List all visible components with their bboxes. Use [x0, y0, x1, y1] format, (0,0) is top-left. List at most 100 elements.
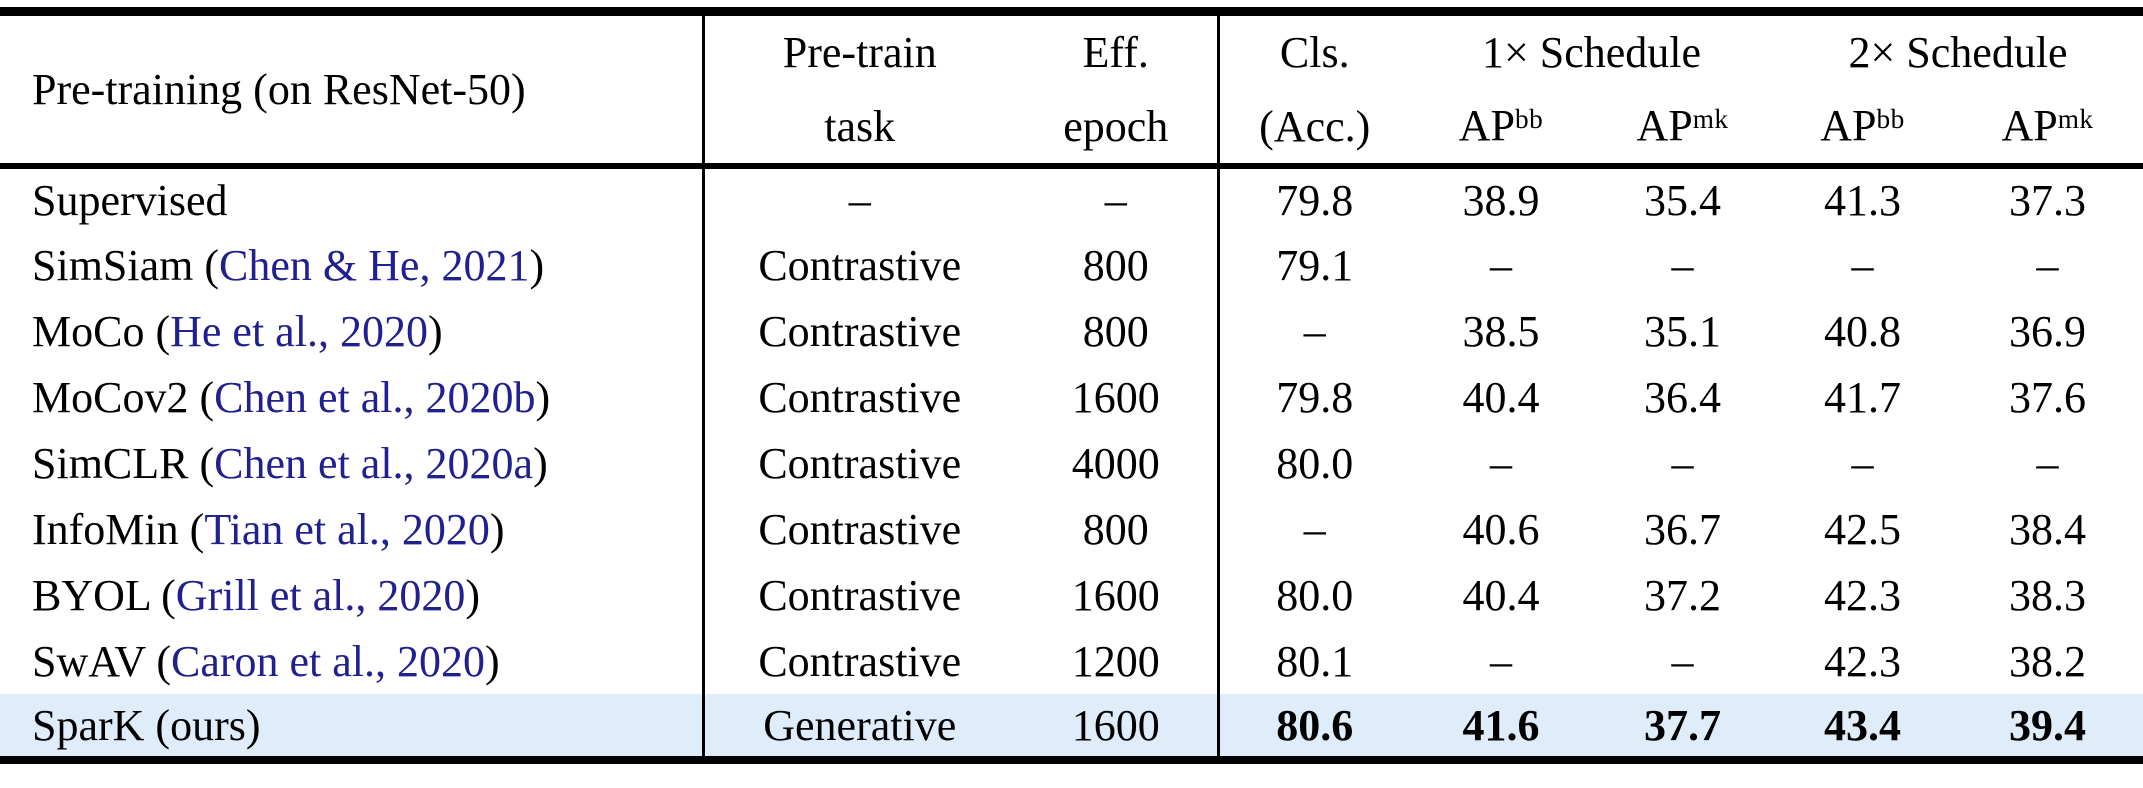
ap-bb-2x-cell: 42.3: [1824, 636, 1902, 686]
ap-mk-2x-cell: 38.3: [2009, 570, 2087, 620]
method-name-suffix: ): [529, 240, 545, 290]
table-row: SimSiam (Chen & He, 2021) Contrastive 80…: [0, 232, 2143, 298]
ap-bb-1x-cell: 41.6: [1410, 694, 1592, 760]
citation-link[interactable]: Caron et al., 2020: [170, 636, 486, 686]
header-row-2: APbb APmk APbb APmk: [0, 88, 2143, 169]
pretrain-task-cell: –: [848, 176, 871, 225]
pretrain-task-cell: Contrastive: [758, 240, 962, 290]
ap-bb-1x-cell: –: [1490, 438, 1512, 488]
ap-mk-2x-cell: 38.2: [2009, 636, 2087, 686]
ap-mk-2x-cell: 39.4: [1952, 694, 2143, 760]
ap-mk-1x-cell: 35.1: [1644, 306, 1721, 356]
ap-mk-2x-cell: 38.4: [2009, 504, 2087, 554]
method-cell: BYOL (Grill et al., 2020): [0, 562, 705, 628]
table-row: SparK (ours) Generative 1600 80.6 41.6 3…: [0, 694, 2143, 760]
eff-epoch-cell: 800: [1015, 298, 1220, 364]
col-group-1x-schedule: 1× Schedule: [1481, 27, 1702, 77]
eff-epoch-cell: –: [1015, 166, 1220, 232]
ap-mk-2x-cell: 37.6: [2009, 372, 2087, 422]
pretraining-comparison-table: Pre-training (on ResNet-50) Pre-train ta…: [0, 7, 2143, 764]
cls-acc-cell: 80.6: [1218, 694, 1410, 760]
citation-link[interactable]: Chen et al., 2020a: [214, 438, 534, 488]
cls-acc-cell: 79.8: [1276, 176, 1354, 225]
table-row: SimCLR (Chen et al., 2020a) Contrastive …: [0, 430, 2143, 496]
method-cell: MoCov2 (Chen et al., 2020b): [0, 364, 705, 430]
pretrain-task-cell: Generative: [703, 694, 1015, 760]
table-row: InfoMin (Tian et al., 2020) Contrastive …: [0, 496, 2143, 562]
eff-epoch-cell: 4000: [1015, 430, 1220, 496]
ap-bb-2x-cell: 42.5: [1824, 504, 1902, 554]
citation-link[interactable]: Chen & He, 2021: [219, 240, 530, 290]
ap-bb-1x-cell: 40.6: [1462, 504, 1540, 554]
method-name: SimCLR (: [32, 438, 215, 488]
pretrain-task-cell: Contrastive: [758, 570, 962, 620]
pretrain-task-cell: Contrastive: [758, 306, 962, 356]
ap-mk-2x-cell: 36.9: [2009, 306, 2087, 356]
table-row: BYOL (Grill et al., 2020) Contrastive 16…: [0, 562, 2143, 628]
citation-link[interactable]: Grill et al., 2020: [175, 570, 466, 620]
cls-acc-cell: 80.0: [1276, 570, 1354, 620]
method-name: SwAV (: [32, 636, 171, 686]
ap-bb-1x-cell: –: [1490, 240, 1512, 290]
ap-mk-1x-cell: 36.4: [1644, 372, 1721, 422]
citation-link[interactable]: He et al., 2020: [170, 306, 428, 356]
ap-mk-1x-cell: 36.7: [1644, 504, 1721, 554]
table-row: MoCo (He et al., 2020) Contrastive 800 –…: [0, 298, 2143, 364]
method-name-suffix: ): [489, 504, 505, 554]
ap-bb-1x-cell: –: [1490, 636, 1512, 686]
ap-mk-1x-cell: –: [1671, 438, 1694, 488]
col-group-2x-schedule: 2× Schedule: [1848, 27, 2068, 77]
ap-mk-1x-cell: 35.4: [1644, 176, 1721, 225]
col-header-eff-epoch: Eff. epoch: [1015, 11, 1220, 169]
table-row: MoCov2 (Chen et al., 2020b) Contrastive …: [0, 364, 2143, 430]
method-cell: InfoMin (Tian et al., 2020): [0, 496, 705, 562]
ap-bb-2x-cell: –: [1851, 438, 1874, 488]
eff-epoch-cell: 1200: [1015, 628, 1220, 694]
table-row: SwAV (Caron et al., 2020) Contrastive 12…: [0, 628, 2143, 694]
col-header-ap-mk-2x: APmk: [1952, 88, 2143, 169]
pretrain-task-cell: Contrastive: [758, 636, 962, 686]
ap-bb-2x-cell: –: [1851, 240, 1874, 290]
ap-mk-1x-cell: –: [1671, 636, 1694, 686]
col-header-cls-acc: Cls. (Acc.): [1218, 11, 1410, 169]
cls-acc-cell: 80.1: [1276, 636, 1354, 686]
col-header-ap-mk-1x: APmk: [1592, 88, 1774, 169]
ap-mk-1x-cell: –: [1671, 240, 1694, 290]
cls-acc-cell: –: [1303, 504, 1326, 554]
header-row-1: Pre-training (on ResNet-50) Pre-train ta…: [0, 11, 2143, 169]
method-cell: SimSiam (Chen & He, 2021): [0, 232, 705, 298]
method-cell: Supervised: [0, 166, 705, 232]
method-name: SimSiam (: [32, 240, 220, 290]
cls-acc-cell: –: [1303, 306, 1326, 356]
eff-epoch-cell: 800: [1015, 496, 1220, 562]
eff-epoch-cell: 1600: [1015, 562, 1220, 628]
ap-mk-1x-cell: 37.7: [1592, 694, 1774, 760]
method-name-suffix: ): [427, 306, 443, 356]
method-cell: SimCLR (Chen et al., 2020a): [0, 430, 705, 496]
col-header-ap-bb-2x: APbb: [1773, 88, 1953, 169]
pretrain-task-cell: Contrastive: [758, 438, 962, 488]
method-cell: SparK (ours): [0, 694, 705, 760]
method-name: BYOL (: [32, 570, 176, 620]
method-name: Supervised: [32, 176, 228, 225]
pretrain-task-cell: Contrastive: [758, 504, 962, 554]
method-name: MoCov2 (: [32, 372, 215, 422]
ap-bb-2x-cell: 42.3: [1824, 570, 1902, 620]
ap-bb-2x-cell: 43.4: [1773, 694, 1953, 760]
method-name-suffix: ): [465, 570, 481, 620]
pretrain-task-cell: Contrastive: [758, 372, 962, 422]
method-name: MoCo (: [32, 306, 171, 356]
ap-bb-1x-cell: 40.4: [1462, 570, 1540, 620]
ap-bb-2x-cell: 41.3: [1824, 176, 1902, 225]
cls-acc-cell: 79.8: [1276, 372, 1354, 422]
ap-bb-2x-cell: 41.7: [1824, 372, 1902, 422]
table-row: Supervised – – 79.8 38.9 35.4 41.3 37.3: [0, 166, 2143, 232]
col-header-ap-bb-1x: APbb: [1410, 88, 1592, 169]
table-body: Supervised – – 79.8 38.9 35.4 41.3 37.3 …: [0, 166, 2143, 760]
cls-acc-cell: 80.0: [1276, 438, 1354, 488]
ap-bb-1x-cell: 38.5: [1462, 306, 1540, 356]
method-name: SparK (ours): [32, 700, 261, 750]
citation-link[interactable]: Chen et al., 2020b: [214, 372, 536, 422]
col-header-pretraining: Pre-training (on ResNet-50): [0, 11, 705, 169]
citation-link[interactable]: Tian et al., 2020: [204, 504, 490, 554]
